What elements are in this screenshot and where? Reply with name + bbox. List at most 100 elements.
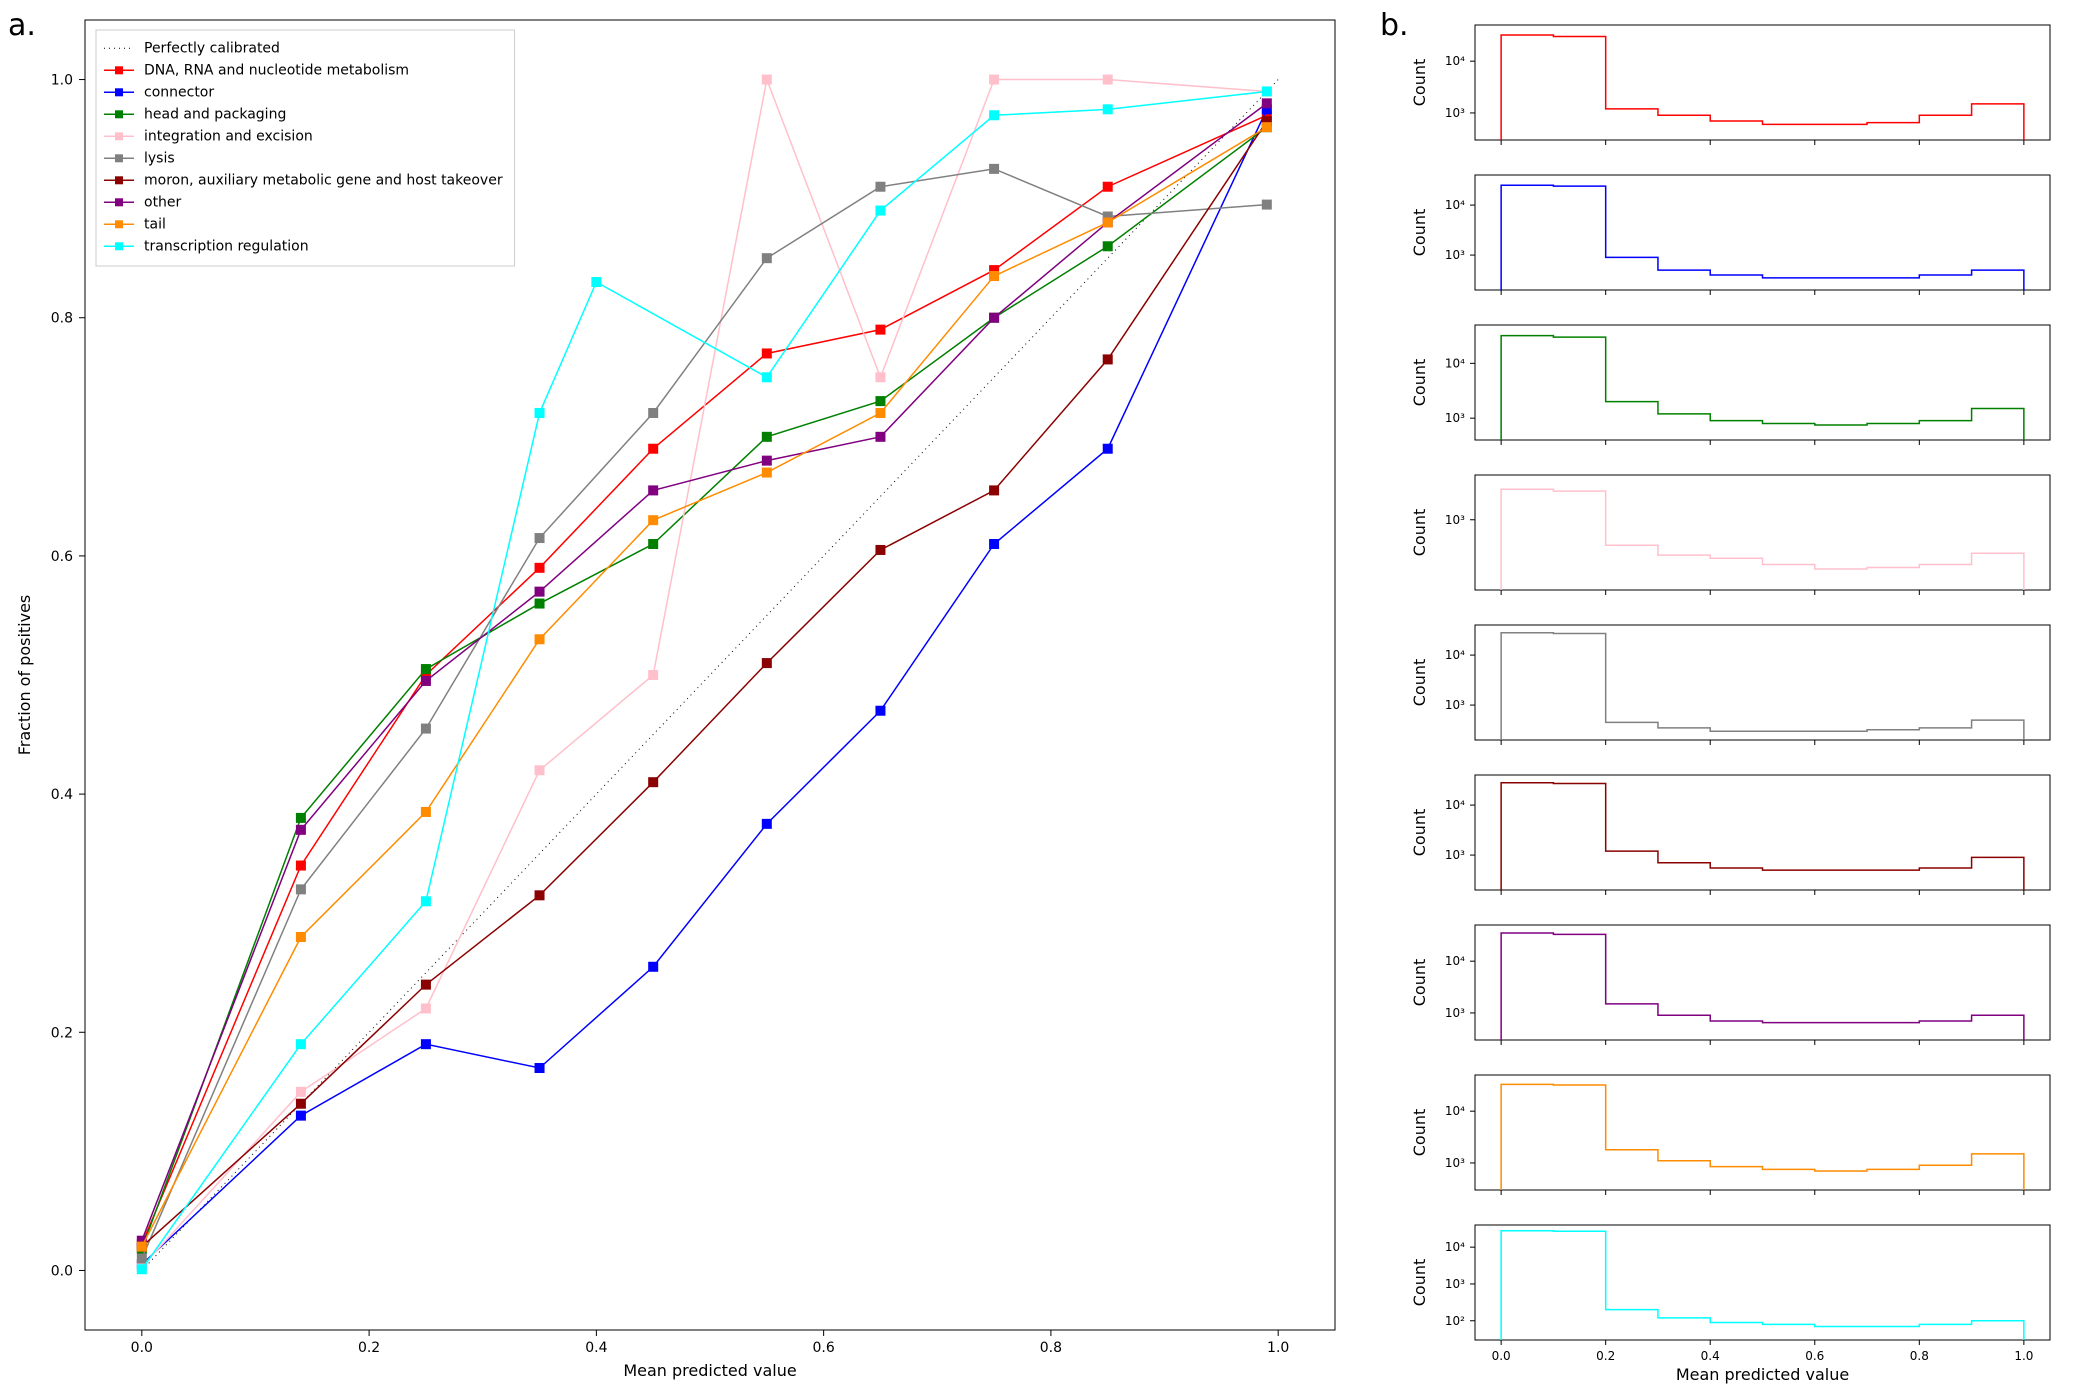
series-marker [137, 1265, 146, 1274]
series-line [142, 109, 1267, 1264]
legend-marker [115, 110, 123, 118]
series-marker [762, 75, 771, 84]
series-marker [535, 599, 544, 608]
hist-y-tick-label: 10³ [1445, 1006, 1465, 1020]
series-marker [876, 206, 885, 215]
y-tick-label: 0.6 [51, 549, 73, 565]
series-marker [296, 1087, 305, 1096]
series-marker [1262, 123, 1271, 132]
hist-y-tick-label: 10³ [1445, 106, 1465, 120]
hist-x-tick-label: 0.4 [1701, 1349, 1720, 1363]
hist-axes [1475, 1075, 2050, 1190]
y-tick-label: 0.0 [51, 1263, 73, 1279]
hist-step [1501, 1084, 2024, 1190]
series-marker [762, 456, 771, 465]
series-marker [762, 468, 771, 477]
series-marker [990, 272, 999, 281]
series-marker [535, 587, 544, 596]
series-marker [421, 897, 430, 906]
series-marker [535, 409, 544, 418]
series-marker [592, 278, 601, 287]
hist-x-tick-label: 0.0 [1492, 1349, 1511, 1363]
hist-ylabel: Count [1410, 359, 1429, 407]
panel-b-label: b. [1380, 8, 1409, 43]
series-marker [649, 486, 658, 495]
series-marker [876, 545, 885, 554]
legend-marker [115, 66, 123, 74]
series-marker [421, 1004, 430, 1013]
series-marker [649, 444, 658, 453]
series-marker [990, 540, 999, 549]
series-marker [1262, 200, 1271, 209]
legend-marker [115, 88, 123, 96]
hist-y-tick-label: 10⁴ [1445, 1240, 1465, 1254]
series-marker [137, 1254, 146, 1263]
panel-a-ylabel: Fraction of positives [15, 595, 34, 756]
series-line [142, 127, 1267, 1249]
hist-ylabel: Count [1410, 659, 1429, 707]
series-marker [649, 778, 658, 787]
legend-label: lysis [144, 150, 175, 166]
series-marker [762, 349, 771, 358]
series-marker [1103, 105, 1112, 114]
x-tick-label: 0.4 [585, 1340, 607, 1356]
series-marker [876, 409, 885, 418]
panel-a-label: a. [8, 8, 36, 43]
series-marker [990, 111, 999, 120]
series-marker [876, 373, 885, 382]
hist-axes [1475, 175, 2050, 290]
series-marker [296, 1099, 305, 1108]
legend-marker [115, 242, 123, 250]
hist-y-tick-label: 10⁴ [1445, 356, 1465, 370]
series-marker [296, 1040, 305, 1049]
series-marker [762, 819, 771, 828]
legend-label: DNA, RNA and nucleotide metabolism [144, 62, 409, 78]
series-marker [421, 980, 430, 989]
legend-label: transcription regulation [144, 238, 309, 254]
hist-y-tick-label: 10³ [1445, 848, 1465, 862]
hist-x-tick-label: 1.0 [2014, 1349, 2033, 1363]
y-tick-label: 0.8 [51, 311, 73, 327]
series-marker [421, 1040, 430, 1049]
hist-y-tick-label: 10⁴ [1445, 54, 1465, 68]
hist-x-tick-label: 0.2 [1596, 1349, 1615, 1363]
series-marker [990, 164, 999, 173]
series-marker [1103, 218, 1112, 227]
series-marker [1103, 242, 1112, 251]
series-marker [296, 933, 305, 942]
series-marker [762, 254, 771, 263]
hist-ylabel: Count [1410, 59, 1429, 107]
series-marker [649, 540, 658, 549]
series-marker [762, 432, 771, 441]
series-marker [762, 659, 771, 668]
series-marker [421, 665, 430, 674]
series-marker [296, 813, 305, 822]
series-marker [990, 75, 999, 84]
legend-label: integration and excision [144, 128, 313, 144]
series-marker [1262, 99, 1271, 108]
series-marker [535, 534, 544, 543]
series-marker [990, 313, 999, 322]
series-marker [990, 486, 999, 495]
hist-y-tick-label: 10⁴ [1445, 198, 1465, 212]
x-tick-label: 0.2 [358, 1340, 380, 1356]
series-marker [296, 825, 305, 834]
legend-label: tail [144, 216, 166, 232]
hist-ylabel: Count [1410, 959, 1429, 1007]
figure-svg: 0.00.20.40.60.81.00.00.20.40.60.81.0Mean… [0, 0, 2100, 1386]
hist-step [1501, 489, 2024, 590]
y-tick-label: 0.4 [51, 787, 73, 803]
hist-y-tick-label: 10⁴ [1445, 798, 1465, 812]
series-marker [876, 706, 885, 715]
hist-y-tick-label: 10³ [1445, 513, 1465, 527]
hist-axes [1475, 475, 2050, 590]
series-marker [1103, 75, 1112, 84]
x-tick-label: 0.0 [131, 1340, 153, 1356]
series-marker [296, 1111, 305, 1120]
legend-marker [115, 154, 123, 162]
legend-label: other [144, 194, 182, 210]
series-marker [1103, 444, 1112, 453]
panel-b-xlabel: Mean predicted value [1676, 1365, 1849, 1384]
series-marker [649, 962, 658, 971]
hist-y-tick-label: 10³ [1445, 698, 1465, 712]
